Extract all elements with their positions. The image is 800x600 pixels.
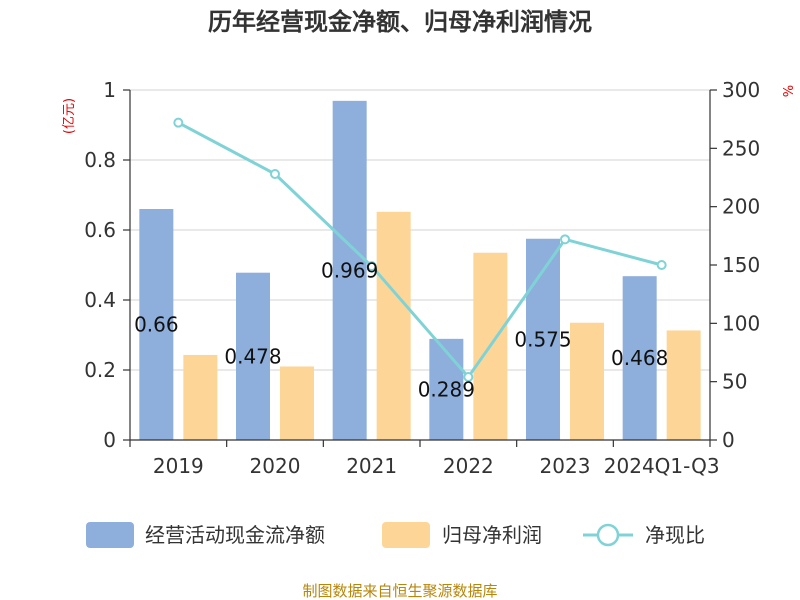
right-tick-label: 250 — [722, 136, 760, 160]
x-tick-label: 2021 — [346, 454, 397, 478]
bar-cashflow — [429, 338, 464, 440]
ratio-point — [270, 169, 280, 179]
ratio-point — [560, 234, 570, 245]
ratio-point — [656, 260, 667, 270]
ratio-point — [463, 372, 474, 382]
ratio-point — [173, 117, 184, 128]
bar-profit — [570, 322, 604, 440]
grid-lines — [130, 89, 710, 371]
bar-profit — [376, 211, 411, 440]
chart-title: 历年经营现金净额、归母净利润情况 — [208, 8, 592, 36]
left-tick-label: 0 — [103, 428, 116, 452]
x-tick-label: 2023 — [540, 454, 591, 478]
x-tick-label: 2020 — [250, 454, 301, 478]
data-label-cashflow: 0.468 — [611, 346, 668, 370]
left-tick-label: 0.4 — [84, 288, 116, 312]
data-label-cashflow: 0.969 — [321, 258, 378, 282]
ratio-line — [173, 117, 667, 382]
left-tick-label: 0.2 — [84, 358, 116, 382]
left-tick-label: 0.8 — [84, 148, 116, 172]
ratio-line-path — [177, 121, 663, 380]
right-tick-label: 50 — [722, 370, 747, 394]
bar-cashflow — [236, 272, 270, 440]
bar-profit — [666, 330, 701, 440]
legend-label-cashflow: 经营活动现金流净额 — [145, 523, 325, 547]
data-label-cashflow: 0.289 — [418, 377, 475, 401]
legend-swatch-profit — [382, 522, 430, 548]
ratio-point — [366, 261, 377, 272]
bar-profit — [183, 354, 218, 440]
legend-swatch-cashflow — [86, 522, 134, 548]
bar-cashflow — [622, 276, 657, 440]
right-tick-label: 300 — [722, 78, 760, 102]
data-label-cashflow: 0.575 — [514, 327, 571, 351]
legend-label-profit: 归母净利润 — [442, 523, 542, 547]
right-tick-label: 200 — [722, 195, 760, 219]
legend-label-ratio: 净现比 — [645, 523, 705, 547]
source-note: 制图数据来自恒生聚源数据库 — [302, 582, 497, 600]
data-label-cashflow: 0.478 — [224, 344, 281, 368]
bar-cashflow — [332, 100, 367, 440]
right-axis-unit: % — [779, 85, 794, 97]
data-labels: 0.66 0.478 0.969 0.289 0.575 0.468 — [134, 258, 668, 401]
data-label-cashflow: 0.66 — [134, 313, 179, 337]
bar-cashflow — [139, 209, 174, 440]
right-tick-label: 100 — [722, 311, 760, 335]
x-tick-label: 2019 — [153, 454, 204, 478]
legend-marker-ratio — [596, 523, 620, 547]
left-tick-label: 1 — [103, 78, 116, 102]
left-axis-unit: (亿元) — [62, 98, 77, 134]
bars — [139, 100, 701, 440]
x-tick-label: 2024Q1-Q3 — [604, 454, 720, 478]
right-tick-label: 150 — [722, 253, 760, 277]
legend: 经营活动现金流净额 归母净利润 净现比 — [86, 522, 705, 548]
left-tick-label: 0.6 — [84, 218, 116, 242]
bar-profit — [280, 366, 314, 440]
x-tick-label: 2022 — [443, 454, 494, 478]
axes: 0 0.2 0.4 0.6 0.8 1 0 50 100 150 200 250 300 2019 2020… — [84, 78, 760, 478]
right-tick-label: 0 — [722, 428, 735, 452]
